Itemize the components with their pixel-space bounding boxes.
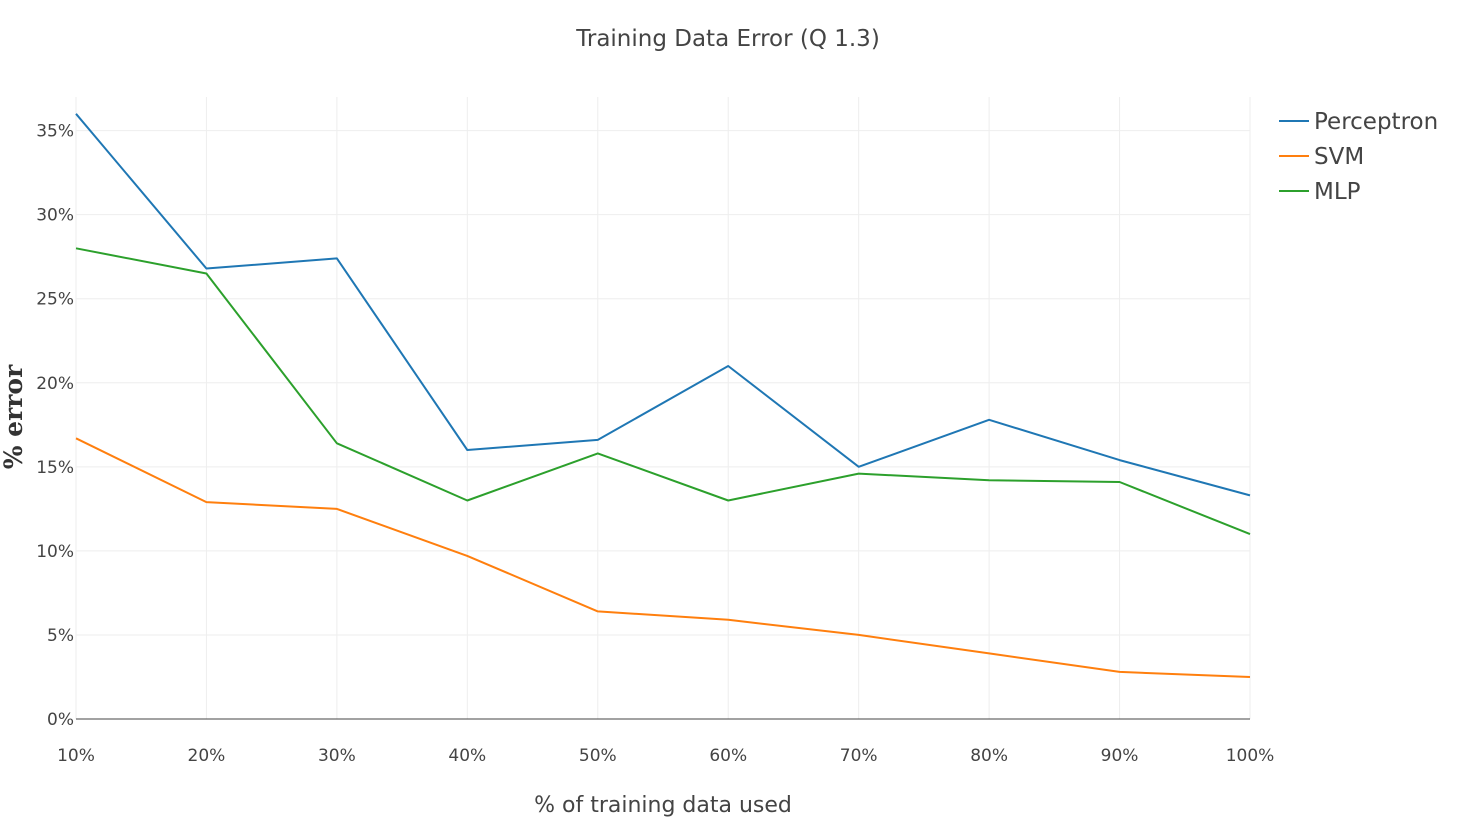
series-line-perceptron bbox=[75, 113, 1251, 497]
legend: Perceptron SVM MLP bbox=[1279, 109, 1438, 205]
x-tick-label: 20% bbox=[188, 746, 226, 766]
y-tick-label: 15% bbox=[36, 458, 74, 478]
y-axis-label: % error bbox=[0, 364, 28, 469]
y-tick-label: 10% bbox=[36, 542, 74, 562]
y-tick-label: 35% bbox=[36, 122, 74, 142]
x-tick-label: 50% bbox=[579, 746, 617, 766]
grid bbox=[75, 97, 1251, 719]
x-tick-label: 40% bbox=[448, 746, 486, 766]
x-tick-label: 70% bbox=[840, 746, 878, 766]
x-tick-label: 100% bbox=[1226, 746, 1275, 766]
x-tick-label: 60% bbox=[709, 746, 747, 766]
series-line-svm bbox=[75, 437, 1251, 678]
x-tick-label: 10% bbox=[57, 746, 95, 766]
x-tick-label: 30% bbox=[318, 746, 356, 766]
y-tick-label: 25% bbox=[36, 290, 74, 310]
series-lines bbox=[75, 113, 1251, 678]
x-tick-label: 80% bbox=[970, 746, 1008, 766]
y-tick-label: 20% bbox=[36, 374, 74, 394]
y-tick-label: 0% bbox=[47, 710, 74, 730]
x-axis-label: % of training data used bbox=[534, 793, 792, 818]
axes: 10% 20% 30% 40% 50% 60% 70% 80% 90% 100% 0% 5% 10% 15… bbox=[36, 122, 1274, 766]
legend-item-label[interactable]: Perceptron bbox=[1314, 109, 1438, 135]
x-tick-label: 90% bbox=[1101, 746, 1139, 766]
y-tick-label: 5% bbox=[47, 626, 74, 646]
series-line-mlp bbox=[75, 247, 1251, 536]
legend-item-label[interactable]: MLP bbox=[1314, 179, 1361, 205]
legend-item-label[interactable]: SVM bbox=[1314, 144, 1364, 170]
chart-title: Training Data Error (Q 1.3) bbox=[575, 26, 880, 52]
y-tick-label: 30% bbox=[36, 206, 74, 226]
